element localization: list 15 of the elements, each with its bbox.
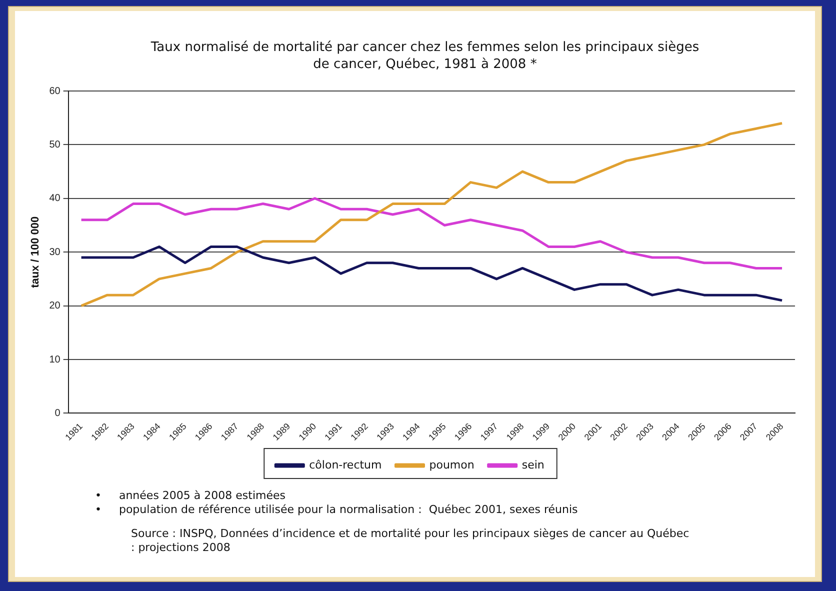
y-tick-label: 50: [49, 139, 61, 150]
chart-title: Taux normalisé de mortalité par cancer chez les femmes selon les principaux sièges de cancer, Québec, 1981 à 2008 *: [150, 39, 700, 73]
legend-label: côlon-rectum: [309, 458, 382, 472]
y-axis-title: taux / 100 000: [30, 216, 42, 288]
legend-label: poumon: [429, 458, 474, 472]
source-note: Source : INSPQ, Données d’incidence et de mortalité pour les principaux sièges de cancer au Québec : projections 2008: [131, 527, 690, 555]
y-tick-label: 40: [49, 193, 61, 204]
y-tick-label: 60: [49, 86, 61, 97]
text: • années 2005 à 2008 estimées: [95, 489, 286, 503]
y-tick-label: 20: [49, 300, 61, 312]
text: • population de référence utilisée pour la normalisation : Québec 2001, sexes réunis: [95, 503, 579, 517]
y-tick-label: 30: [49, 246, 61, 258]
legend-label: sein: [522, 458, 544, 472]
y-tick-label: 0: [54, 408, 61, 419]
y-tick-label: 10: [49, 354, 61, 366]
